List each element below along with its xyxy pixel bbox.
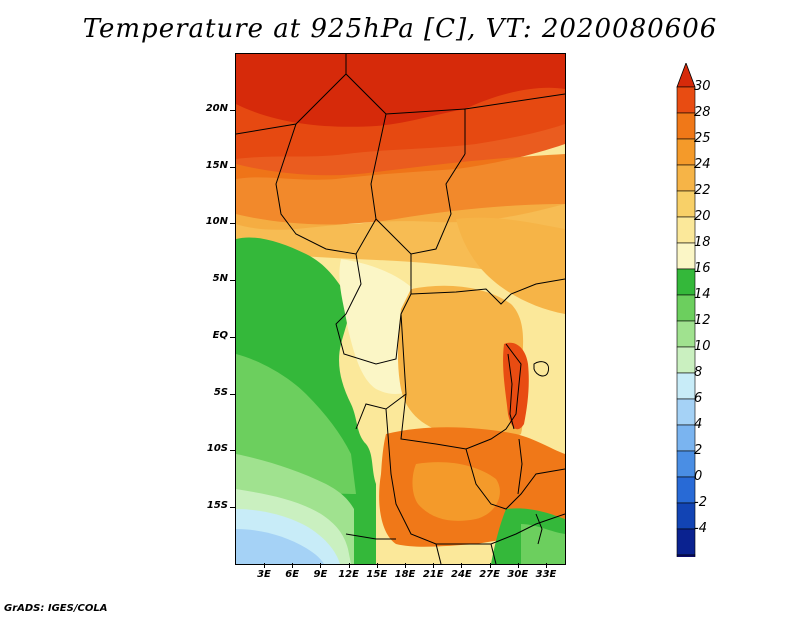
colorbar-segment: [676, 502, 696, 530]
lon-tick: [348, 563, 350, 568]
colorbar-label: 30: [694, 79, 711, 94]
colorbar-label: 8: [694, 365, 703, 380]
colorbar-label: 20: [694, 209, 711, 224]
colorbar-label: 22: [694, 183, 711, 198]
band-28: [236, 87, 565, 180]
map-field-svg: [236, 54, 565, 564]
lat-label: 10S: [206, 443, 228, 455]
colorbar-label: 12: [694, 313, 711, 328]
congo-basin-orange: [397, 285, 524, 440]
lat-label: 15N: [205, 159, 228, 171]
colorbar-label: 14: [694, 287, 711, 302]
lon-tick: [546, 563, 547, 568]
colorbar-segment: [676, 268, 696, 296]
temperature-map: [235, 53, 566, 565]
colorbar-segment: [676, 294, 696, 322]
colorbar-label: 16: [694, 261, 711, 276]
colorbar-segment: [676, 216, 696, 244]
footer-credit: GrADS: IGES/COLA: [4, 603, 108, 614]
country-borders: [236, 54, 565, 564]
lat-tick: [230, 223, 235, 225]
colorbar-label: 28: [694, 105, 711, 120]
lon-tick: [320, 563, 322, 568]
lon-label: 6E: [285, 569, 300, 580]
colorbar-label: 24: [694, 157, 711, 172]
blue-sw: [236, 529, 324, 564]
colorbar-segment: [676, 346, 696, 374]
lat-tick: [230, 336, 235, 338]
colorbar-label: 10: [694, 339, 711, 354]
colorbar-segment: [676, 476, 696, 504]
lon-label: 3E: [257, 569, 271, 580]
lon-label: 27E: [479, 569, 500, 580]
lon-label: 24E: [451, 569, 472, 580]
colorbar-label: 25: [694, 131, 711, 146]
lon-label: 18E: [394, 569, 416, 580]
lon-tick: [517, 563, 519, 568]
lat-tick: [230, 393, 235, 395]
colorbar-label: -2: [694, 495, 707, 510]
lat-label: 5S: [213, 386, 228, 398]
colorbar-segment: [676, 398, 696, 426]
lon-tick: [489, 563, 491, 568]
colorbar: [676, 63, 696, 557]
lat-label: 20N: [205, 103, 228, 114]
lon-tick: [292, 563, 294, 568]
lat-tick: [230, 280, 235, 282]
lat-label: 10N: [205, 216, 228, 228]
colorbar-segment: [676, 86, 696, 114]
lon-label: 33E: [535, 569, 557, 580]
lat-tick: [230, 166, 235, 168]
lon-tick: [376, 563, 378, 568]
colorbar-label: 2: [694, 443, 703, 458]
green-se-light: [521, 524, 565, 564]
lon-tick: [405, 563, 406, 568]
lon-label: 9E: [313, 569, 328, 580]
lon-tick: [264, 563, 265, 568]
chart-title: Temperature at 925hPa [C], VT: 202008060…: [82, 14, 718, 44]
colorbar-segment: [676, 424, 696, 452]
lat-tick: [230, 506, 235, 508]
colorbar-segment: [676, 112, 696, 140]
colorbar-segment: [676, 164, 696, 192]
colorbar-segment: [676, 450, 696, 478]
green-light-west: [236, 354, 356, 494]
lon-label: 15E: [366, 569, 388, 580]
colorbar-segment: [676, 320, 696, 348]
lon-label: 21E: [422, 569, 444, 580]
colorbar-label: -4: [694, 521, 707, 536]
colorbar-arrow-top: [676, 63, 696, 88]
lat-tick: [230, 450, 235, 452]
colorbar-label: 18: [694, 235, 711, 250]
east-22: [456, 217, 565, 314]
colorbar-label: 6: [694, 391, 703, 406]
lakes: [507, 353, 550, 545]
lon-label: 12E: [338, 569, 359, 580]
lat-label: 15S: [206, 499, 228, 511]
lon-tick: [433, 563, 435, 568]
lat-tick: [230, 110, 235, 111]
lat-label: EQ: [212, 329, 228, 341]
colorbar-segment: [676, 528, 696, 556]
colorbar-label: 0: [694, 469, 703, 484]
colorbar-segment: [676, 372, 696, 400]
south-inner: [412, 462, 500, 521]
colorbar-segment: [676, 554, 696, 557]
colorbar-segment: [676, 242, 696, 270]
colorbar-label: 4: [694, 417, 703, 432]
lon-tick: [461, 563, 463, 568]
colorbar-segment: [676, 138, 696, 166]
colorbar-segment: [676, 190, 696, 218]
lon-label: 30E: [507, 569, 529, 580]
lat-label: 5N: [212, 273, 228, 285]
